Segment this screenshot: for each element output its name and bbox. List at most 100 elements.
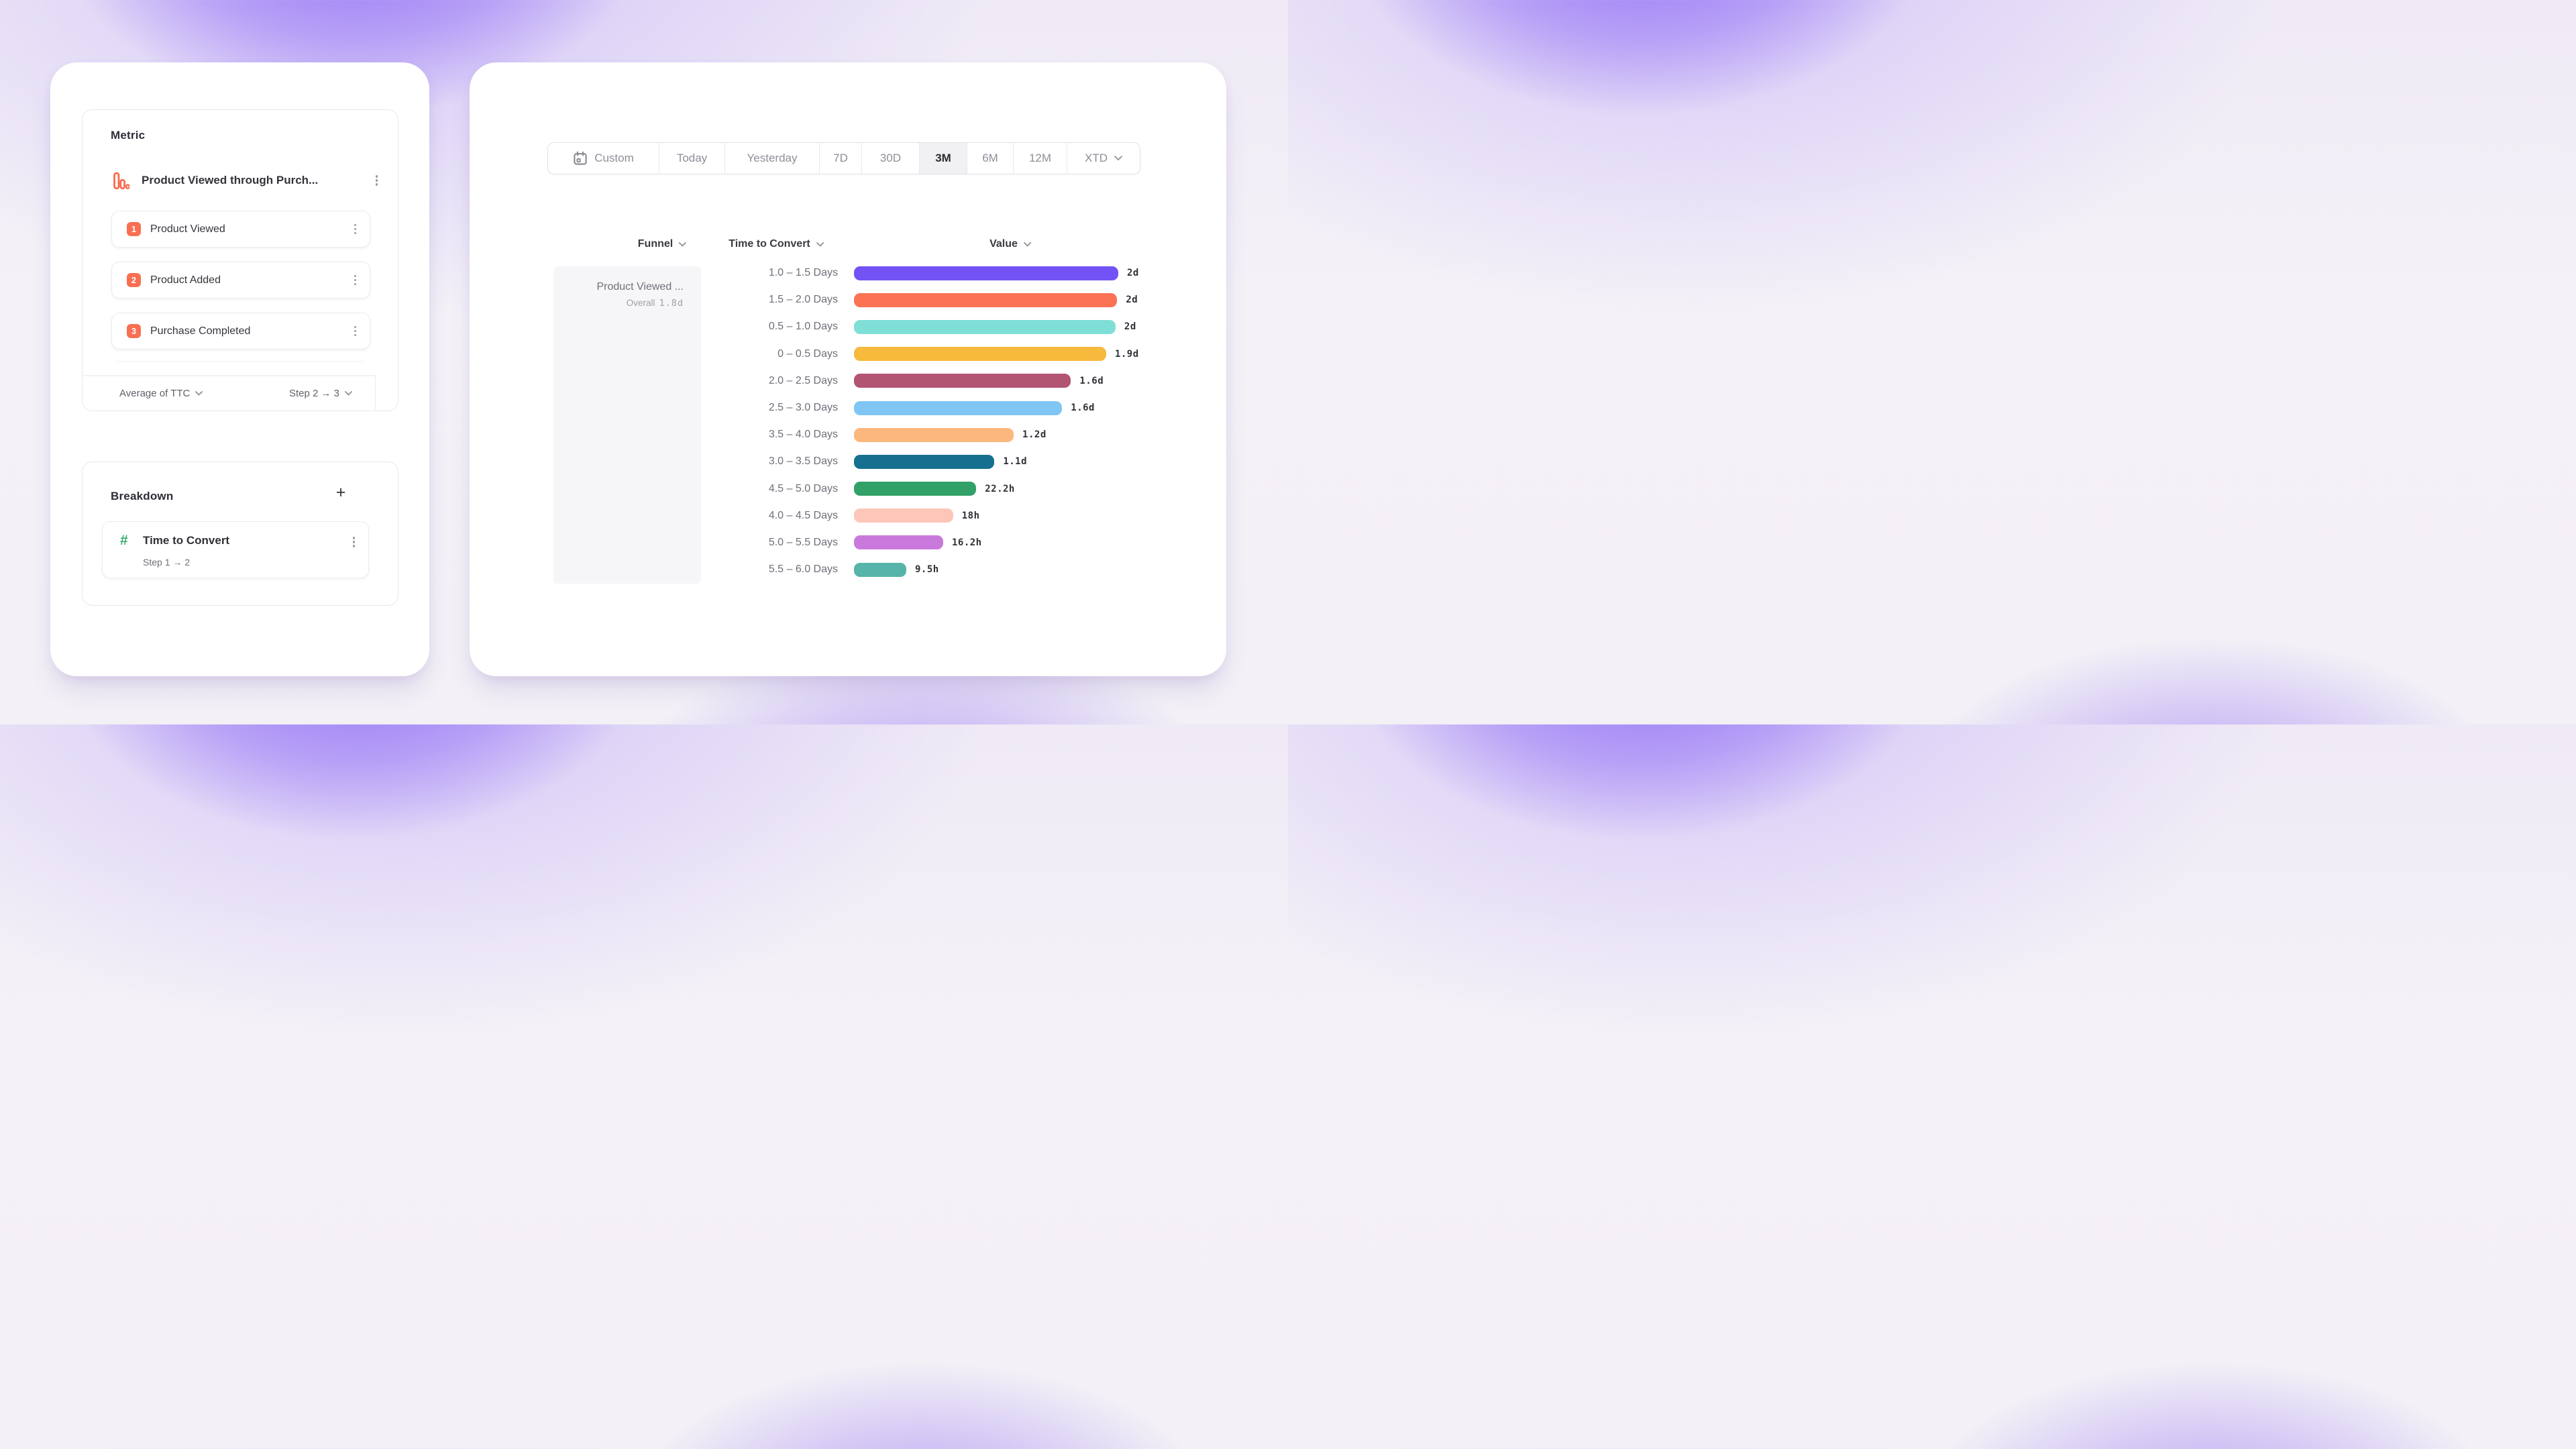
step-number-badge: 3 [127,324,141,338]
date-option-12m[interactable]: 12M [1014,143,1067,174]
step-label: Product Added [150,274,221,286]
table-row[interactable]: 1.0 – 1.5 Days 2d [704,260,1214,286]
table-row[interactable]: 4.5 – 5.0 Days 22.2h [704,476,1214,502]
kebab-menu-icon[interactable] [352,323,360,339]
bar[interactable] [854,562,906,577]
date-option-label: 12M [1028,152,1052,164]
funnel-group-name: Product Viewed ... [596,281,684,292]
bar-value: 16.2h [951,537,982,548]
bar[interactable] [854,319,1116,334]
step-label: Product Viewed [150,223,225,235]
date-option-today[interactable]: Today [659,143,725,174]
metric-footer: Average of TTC Step 2 → 3 [83,375,376,411]
breakdown-title: Breakdown [111,490,174,502]
funnel-chart-icon [113,172,129,189]
bucket-label: 4.0 – 4.5 Days [768,509,838,521]
bar-value: 1.1d [1003,456,1028,468]
date-option-30d[interactable]: 30D [862,143,920,174]
table-row[interactable]: 4.0 – 4.5 Days 18h [704,502,1214,529]
bar[interactable] [854,347,1106,362]
date-range-selector: Custom Today Yesterday 7D 30D 3M 6M 12M … [547,142,1140,174]
funnel-step-row[interactable]: 1 Product Viewed [111,211,370,248]
funnel-metric-name: Product Viewed through Purch... [142,174,319,186]
table-row[interactable]: 2.0 – 2.5 Days 1.6d [704,368,1214,394]
bucket-label: 4.5 – 5.0 Days [768,482,838,494]
metric-title: Metric [111,129,146,142]
bar-value: 9.5h [914,564,939,576]
metric-panel: Metric Product Viewed through Purch... 1… [82,109,398,411]
bar[interactable] [854,292,1118,307]
query-builder-card: Metric Product Viewed through Purch... 1… [50,62,429,676]
date-option-label: Custom [594,152,634,164]
date-option-label: 7D [833,152,848,164]
table-row[interactable]: 5.5 – 6.0 Days 9.5h [704,556,1214,583]
funnel-step-row[interactable]: 3 Purchase Completed [111,313,370,350]
column-header-value[interactable]: Value [989,238,1031,250]
table-row[interactable]: 1.5 – 2.0 Days 2d [704,286,1214,313]
funnel-step-row[interactable]: 2 Product Added [111,262,370,299]
bar[interactable] [854,482,977,496]
chevron-down-icon [1114,156,1122,161]
funnel-group-cell[interactable]: Product Viewed ... Overall 1.8d [553,266,701,584]
bar[interactable] [854,427,1014,442]
column-header-funnel[interactable]: Funnel [638,238,687,250]
bar[interactable] [854,374,1071,388]
date-option-xtd[interactable]: XTD [1067,143,1140,174]
bar[interactable] [854,266,1118,280]
table-row[interactable]: 3.5 – 4.0 Days 1.2d [704,421,1214,448]
chevron-down-icon [1024,241,1031,246]
report-card: Custom Today Yesterday 7D 30D 3M 6M 12M … [470,62,1226,676]
date-option-label: 6M [982,152,998,164]
bar-value: 2d [1126,294,1138,306]
date-option-6m[interactable]: 6M [967,143,1014,174]
step-range-dropdown[interactable]: Step 2 → 3 [289,388,352,399]
bar[interactable] [854,535,943,550]
bucket-label: 3.0 – 3.5 Days [768,455,838,468]
bar-value: 2d [1127,268,1139,279]
chevron-down-icon [345,391,352,396]
bucket-label: 1.5 – 2.0 Days [768,294,838,306]
table-row[interactable]: 3.0 – 3.5 Days 1.1d [704,448,1214,475]
table-row[interactable]: 2.5 – 3.0 Days 1.6d [704,394,1214,421]
step-number-badge: 1 [127,222,141,236]
bar-value: 1.9d [1114,348,1139,360]
kebab-menu-icon[interactable] [352,272,360,288]
bar-value: 1.6d [1079,375,1104,386]
date-option-label: 30D [879,152,902,164]
date-option-3m-selected[interactable]: 3M [920,143,967,174]
bar[interactable] [854,454,995,469]
bucket-label: 2.5 – 3.0 Days [768,402,838,414]
chevron-down-icon [195,391,203,396]
calendar-icon [574,151,587,165]
bar[interactable] [854,400,1063,415]
table-row[interactable]: 0.5 – 1.0 Days 2d [704,313,1214,340]
kebab-menu-icon[interactable] [373,172,381,189]
kebab-menu-icon[interactable] [350,534,358,550]
date-option-yesterday[interactable]: Yesterday [725,143,820,174]
step-label: Purchase Completed [150,325,251,337]
hash-icon: # [120,533,128,548]
overall-value: 1.8d [659,298,684,309]
measure-dropdown-label: Average of TTC [119,388,191,399]
column-header-label: Value [989,238,1018,250]
breakdown-item-row[interactable]: # Time to Convert Step 1 → 2 [102,521,369,578]
table-row[interactable]: 5.0 – 5.5 Days 16.2h [704,529,1214,556]
bucket-label: 0.5 – 1.0 Days [768,321,838,333]
bucket-label: 1.0 – 1.5 Days [768,267,838,279]
date-option-7d[interactable]: 7D [820,143,862,174]
table-row[interactable]: 0 – 0.5 Days 1.9d [704,341,1214,368]
divider [116,361,363,362]
add-breakdown-button[interactable]: + [335,482,346,502]
funnel-metric-row[interactable]: Product Viewed through Purch... [113,169,380,192]
bucket-label: 3.5 – 4.0 Days [768,429,838,441]
breakdown-item-sublabel: Step 1 → 2 [143,557,191,568]
measure-dropdown[interactable]: Average of TTC [119,388,203,399]
column-header-time-to-convert[interactable]: Time to Convert [729,238,824,250]
bar-value: 22.2h [985,483,1015,494]
step-number-badge: 2 [127,273,141,287]
bar-rows: 1.0 – 1.5 Days 2d 1.5 – 2.0 Days 2d 0.5 – … [704,260,1214,583]
kebab-menu-icon[interactable] [352,221,360,237]
bar[interactable] [854,508,953,523]
bucket-label: 2.0 – 2.5 Days [768,374,838,386]
date-option-custom[interactable]: Custom [548,143,659,174]
